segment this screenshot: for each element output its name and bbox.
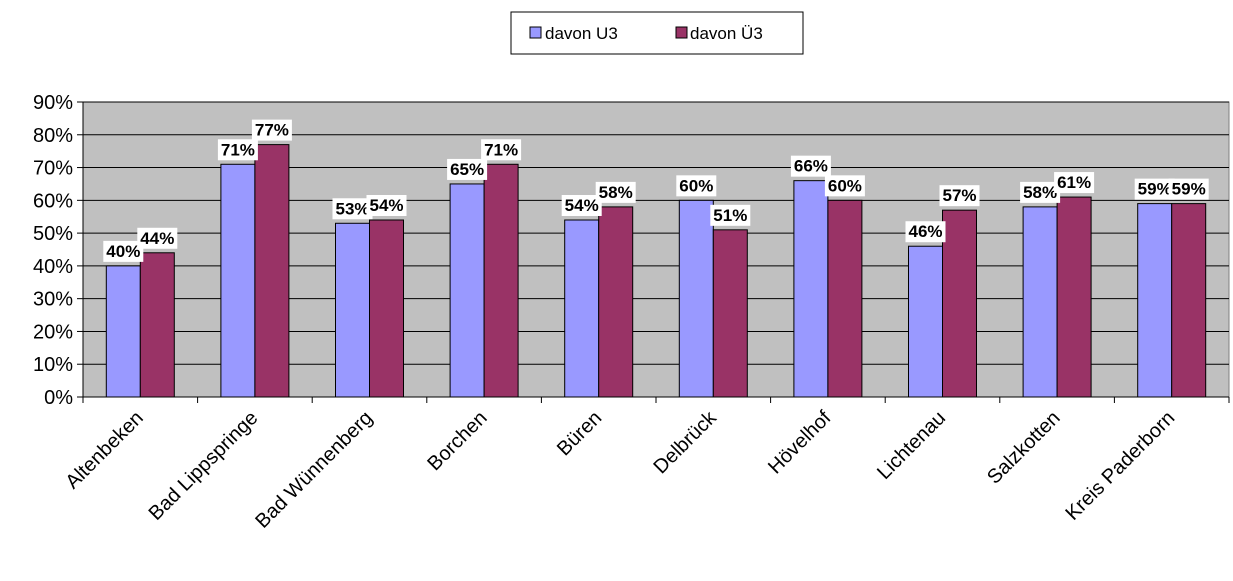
legend-swatch-davon-ue3 xyxy=(675,26,688,39)
x-label-salzkotten: Salzkotten xyxy=(983,407,1065,489)
data-label-bg xyxy=(1168,178,1209,200)
bar-davon-ue3-delbrueck xyxy=(712,229,748,398)
data-label-bg xyxy=(1134,178,1175,200)
y-tick-label: 40% xyxy=(33,256,73,278)
legend: davon U3 davon Ü3 xyxy=(510,11,804,55)
bar-davon-u3-bueren xyxy=(564,219,600,398)
x-label-hoevelhof: Hövelhof xyxy=(764,407,836,479)
data-label-davon-ue3-bad-wuennenberg: 54% xyxy=(369,196,403,215)
x-label-kreis-paderborn: Kreis Paderborn xyxy=(1061,407,1179,525)
bar-davon-ue3-kreis-paderborn xyxy=(1171,203,1207,398)
bar-davon-u3-altenbeken xyxy=(105,265,141,398)
bar-davon-u3-bad-wuennenberg xyxy=(335,222,370,398)
data-label-bg xyxy=(217,139,258,161)
legend-box xyxy=(510,11,804,55)
data-label-davon-u3-salzkotten: 58% xyxy=(1023,183,1057,202)
x-label-bad-lippspringe: Bad Lippspringe xyxy=(145,407,263,525)
data-label-davon-u3-altenbeken: 40% xyxy=(106,242,140,261)
bar-davon-u3-salzkotten xyxy=(1022,206,1058,398)
data-label-bg xyxy=(939,185,980,207)
y-tick-label: 20% xyxy=(33,321,73,343)
data-label-davon-u3-lichtenau: 46% xyxy=(908,222,942,241)
bar-davon-ue3-lichtenau xyxy=(942,209,977,398)
bar-davon-u3-bad-lippspringe xyxy=(220,163,256,398)
data-label-bg xyxy=(366,195,407,216)
data-label-bg xyxy=(1020,181,1061,203)
data-label-bg xyxy=(790,155,831,177)
data-label-bg xyxy=(481,139,522,161)
data-label-davon-ue3-bad-lippspringe: 77% xyxy=(255,121,289,140)
y-tick-label: 90% xyxy=(33,92,73,114)
data-label-davon-ue3-delbrueck: 51% xyxy=(713,206,747,225)
bar-davon-u3-hoevelhof xyxy=(793,180,829,398)
data-label-davon-ue3-borchen: 71% xyxy=(484,140,518,159)
y-tick-label: 80% xyxy=(33,125,73,147)
y-tick-label: 0% xyxy=(44,387,73,409)
data-label-bg xyxy=(561,195,602,216)
y-tick-label: 60% xyxy=(33,190,73,212)
y-tick-label: 10% xyxy=(33,354,73,376)
y-tick-label: 50% xyxy=(33,223,73,245)
bar-davon-ue3-bad-lippspringe xyxy=(254,144,290,398)
data-label-davon-ue3-bueren: 58% xyxy=(599,183,633,202)
data-label-bg xyxy=(137,227,178,249)
legend-label-davon-u3: davon U3 xyxy=(545,24,618,43)
bar-davon-u3-delbrueck xyxy=(678,199,714,398)
data-label-davon-u3-hoevelhof: 66% xyxy=(794,157,828,176)
x-label-altenbeken: Altenbeken xyxy=(62,407,148,493)
data-label-bg xyxy=(676,175,717,197)
x-label-borchen: Borchen xyxy=(423,407,491,475)
y-tick-label: 70% xyxy=(33,158,73,180)
bar-davon-ue3-altenbeken xyxy=(139,252,175,398)
data-label-davon-u3-borchen: 65% xyxy=(450,160,484,179)
data-label-davon-u3-bueren: 54% xyxy=(565,196,599,215)
data-label-davon-ue3-kreis-paderborn: 59% xyxy=(1172,180,1206,199)
x-label-lichtenau: Lichtenau xyxy=(873,407,950,484)
bars xyxy=(105,144,1207,398)
data-label-bg xyxy=(103,240,144,262)
data-label-bg xyxy=(251,119,292,141)
data-label-davon-ue3-hoevelhof: 60% xyxy=(828,176,862,195)
axes xyxy=(82,102,1230,403)
data-label-bg xyxy=(824,175,865,197)
data-label-davon-ue3-salzkotten: 61% xyxy=(1057,173,1091,192)
bar-davon-ue3-hoevelhof xyxy=(827,199,863,398)
bar-davon-u3-borchen xyxy=(449,183,485,398)
y-axis-ticks: 0% 10% 20% 30% 40% 50% 60% 70% 80% 90% xyxy=(33,92,83,409)
bar-davon-ue3-bad-wuennenberg xyxy=(369,219,404,398)
bar-davon-u3-lichtenau xyxy=(908,245,943,398)
data-label-bg xyxy=(905,221,946,243)
data-label-bg xyxy=(447,158,488,180)
legend-swatch-davon-u3 xyxy=(529,26,542,39)
bar-davon-u3-kreis-paderborn xyxy=(1137,203,1173,398)
bar-davon-ue3-salzkotten xyxy=(1056,196,1092,398)
legend-label-davon-ue3: davon Ü3 xyxy=(690,24,763,43)
bar-davon-ue3-bueren xyxy=(598,206,634,398)
data-label-bg xyxy=(1054,172,1095,194)
y-tick-label: 30% xyxy=(33,289,73,311)
data-label-davon-u3-kreis-paderborn: 59% xyxy=(1138,180,1172,199)
x-label-bueren: Büren xyxy=(553,407,606,460)
bar-davon-ue3-borchen xyxy=(483,163,519,398)
data-label-bg xyxy=(595,181,636,203)
data-label-davon-u3-delbrueck: 60% xyxy=(679,176,713,195)
data-labels: 40%44%71%77%53% 54%65%71%54%58% 60%51%66%6… xyxy=(103,119,1209,262)
data-label-bg xyxy=(710,204,751,226)
data-label-davon-u3-bad-wuennenberg: 53% xyxy=(335,199,369,218)
x-label-delbrueck: Delbrück xyxy=(649,406,721,478)
data-label-davon-u3-bad-lippspringe: 71% xyxy=(221,140,255,159)
x-label-bad-wuennenberg: Bad Wünnenberg xyxy=(251,407,377,533)
data-label-bg xyxy=(332,198,373,220)
data-label-davon-ue3-altenbeken: 44% xyxy=(140,229,174,248)
data-label-davon-ue3-lichtenau: 57% xyxy=(942,186,976,205)
